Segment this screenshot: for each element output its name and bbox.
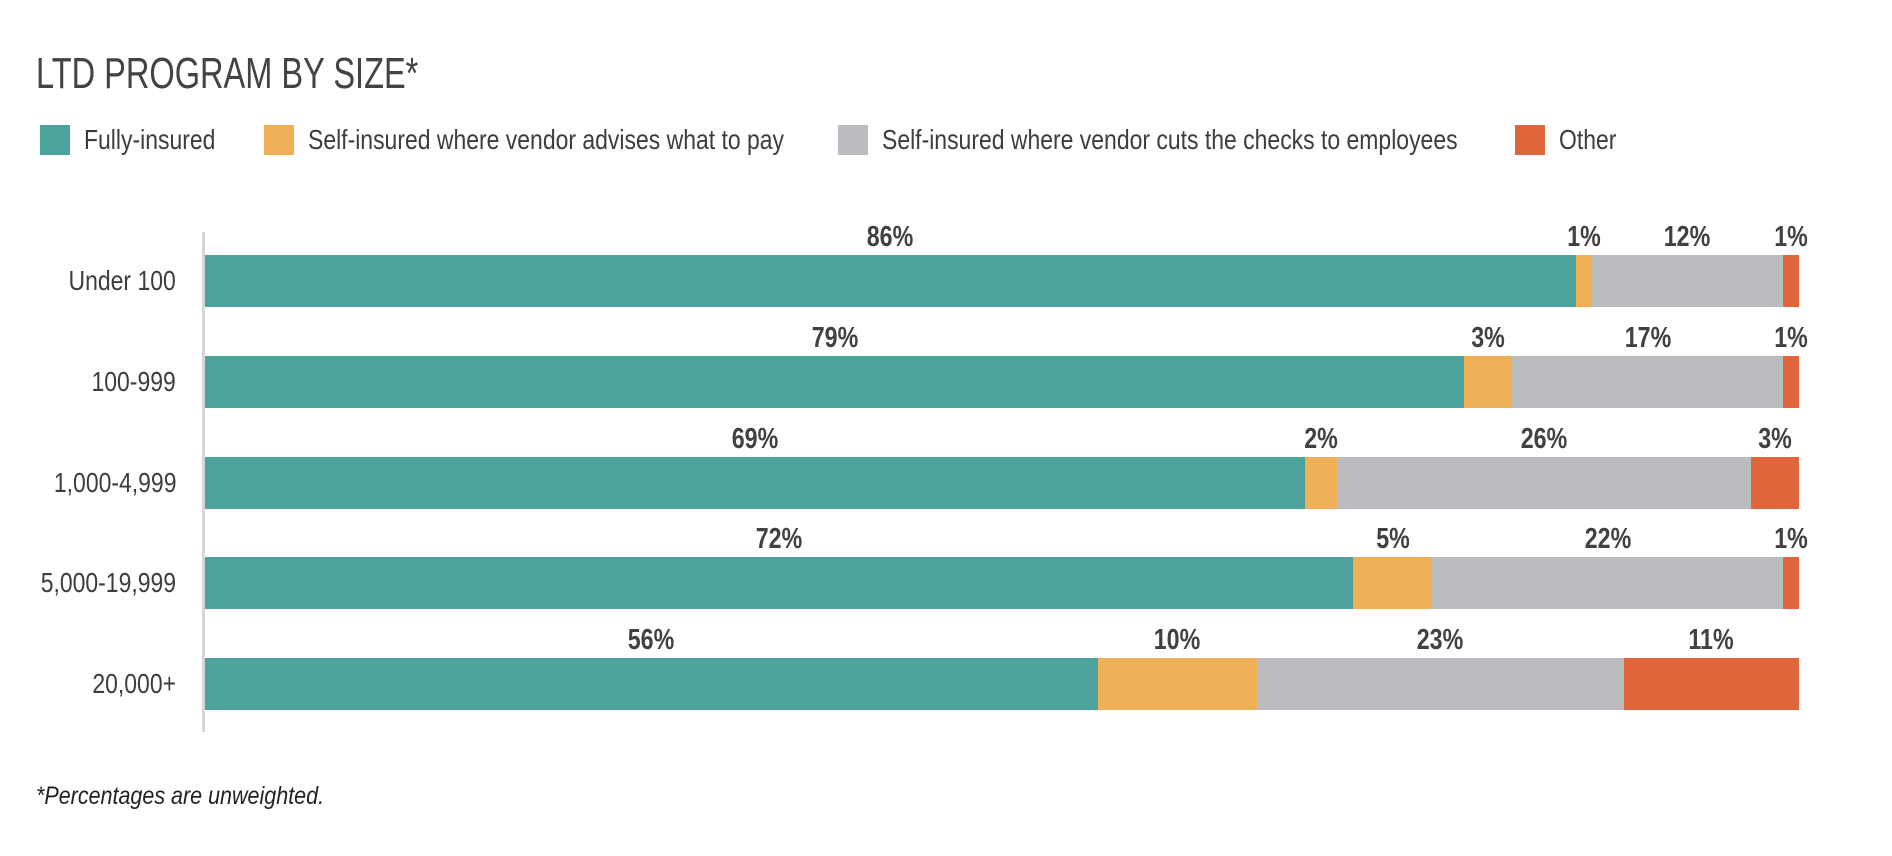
data-label: 79% [811, 322, 858, 354]
legend-label: Self-insured where vendor advises what t… [308, 124, 785, 155]
bar-segment [1575, 255, 1592, 307]
bar-segment [205, 255, 1576, 307]
data-label: 69% [731, 423, 779, 455]
bar-segment [1464, 356, 1513, 408]
legend-item-self-insured-cuts-checks: Self-insured where vendor cuts the check… [838, 124, 1584, 156]
legend-label: Other [1559, 124, 1617, 155]
bar-segment [1352, 557, 1433, 609]
chart-title: LTD PROGRAM BY SIZE* [36, 49, 419, 98]
bar-segment [1432, 557, 1784, 609]
bar-segment [205, 457, 1305, 509]
legend-label: Fully-insured [84, 124, 216, 155]
category-label: 1,000-4,999 [53, 467, 176, 498]
bar-segment [1512, 356, 1784, 408]
bar-segment [205, 557, 1353, 609]
data-label: 1% [1774, 322, 1808, 354]
data-label: 1% [1774, 523, 1808, 555]
bar-segment [1097, 658, 1257, 710]
bar-segment [1591, 255, 1784, 307]
data-label: 12% [1664, 221, 1711, 253]
legend-swatch-self-insured-cuts-checks [838, 125, 868, 155]
category-label: 5,000-19,999 [40, 567, 176, 598]
legend-item-other: Other [1515, 124, 1629, 156]
bar-segment [1783, 356, 1799, 408]
bar-segment [1336, 457, 1752, 509]
data-label: 3% [1471, 322, 1505, 354]
bar-segment [1257, 658, 1624, 710]
footnote: *Percentages are unweighted. [36, 782, 325, 810]
category-label: 100-999 [91, 366, 176, 397]
data-label: 10% [1154, 624, 1201, 656]
data-label: 2% [1304, 423, 1338, 455]
category-label: Under 100 [68, 265, 176, 296]
legend-item-fully-insured: Fully-insured [40, 124, 244, 156]
bar-segment [205, 658, 1098, 710]
bar-segment [1783, 255, 1799, 307]
bar-segment [205, 356, 1465, 408]
data-label: 5% [1375, 523, 1410, 555]
data-label: 56% [628, 624, 675, 656]
data-label: 72% [755, 523, 803, 555]
data-label: 23% [1417, 624, 1464, 656]
legend-label: Self-insured where vendor cuts the check… [882, 124, 1458, 155]
category-label: 20,000+ [92, 668, 176, 699]
data-label: 86% [867, 221, 914, 253]
data-label: 1% [1774, 221, 1808, 253]
y-axis-line [202, 232, 205, 732]
legend-swatch-other [1515, 125, 1545, 155]
data-label: 11% [1688, 624, 1734, 656]
data-label: 3% [1758, 423, 1792, 455]
data-label: 17% [1624, 322, 1671, 354]
bar-segment [1304, 457, 1337, 509]
data-label: 22% [1584, 523, 1631, 555]
data-label: 1% [1567, 221, 1601, 253]
bar-segment [1783, 557, 1799, 609]
data-label: 26% [1520, 423, 1568, 455]
bar-segment [1751, 457, 1799, 509]
legend-swatch-self-insured-advises [264, 125, 294, 155]
legend-swatch-fully-insured [40, 125, 70, 155]
bar-segment [1623, 658, 1799, 710]
legend-item-self-insured-advises: Self-insured where vendor advises what t… [264, 124, 889, 156]
